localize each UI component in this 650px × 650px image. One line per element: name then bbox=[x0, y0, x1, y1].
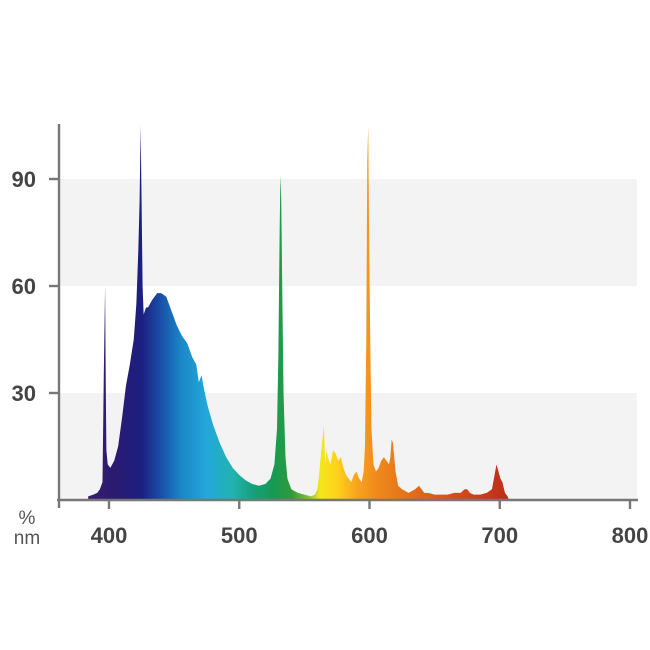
y-tick-label: 30 bbox=[12, 381, 36, 406]
x-tick-label: 700 bbox=[481, 523, 518, 548]
axes bbox=[57, 124, 638, 508]
y-axis-unit-label: % bbox=[19, 508, 36, 529]
y-axis-ticks: 30 60 90 bbox=[12, 167, 59, 406]
x-axis-unit-label: nm bbox=[14, 528, 40, 549]
x-tick-label: 400 bbox=[91, 523, 128, 548]
y-tick-label: 90 bbox=[12, 167, 36, 192]
x-tick-label: 600 bbox=[351, 523, 388, 548]
spectrum-area bbox=[88, 125, 509, 500]
grid-band bbox=[59, 179, 637, 286]
x-axis-ticks: 400 500 600 700 800 bbox=[91, 500, 649, 548]
x-tick-label: 500 bbox=[221, 523, 258, 548]
x-tick-label: 800 bbox=[612, 523, 649, 548]
y-tick-label: 60 bbox=[12, 274, 36, 299]
